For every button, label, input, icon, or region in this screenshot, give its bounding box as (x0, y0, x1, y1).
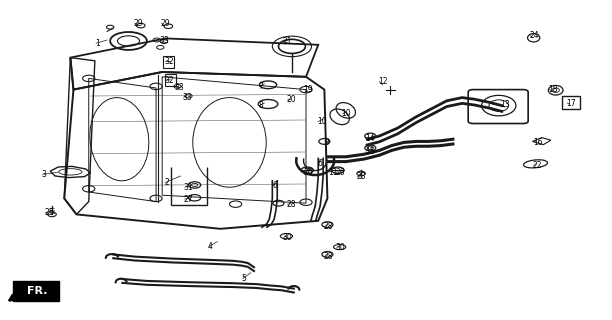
Text: FR.: FR. (27, 286, 48, 296)
Text: 10: 10 (317, 117, 327, 126)
Text: 14: 14 (365, 134, 375, 143)
Text: 4: 4 (208, 242, 213, 251)
Text: 6: 6 (317, 159, 322, 168)
Bar (163, 56, 174, 68)
Text: 26: 26 (335, 168, 345, 177)
Text: 12: 12 (378, 77, 388, 86)
Text: 10: 10 (341, 109, 351, 118)
Text: 25: 25 (44, 208, 54, 217)
Text: 33: 33 (159, 36, 169, 44)
Text: 23: 23 (356, 172, 366, 181)
Bar (562, 96, 580, 109)
Text: 17: 17 (566, 99, 576, 108)
Text: 32: 32 (164, 76, 174, 85)
Text: 8: 8 (258, 101, 263, 110)
Text: 32: 32 (164, 57, 174, 66)
Bar (165, 74, 176, 86)
Text: 5: 5 (242, 274, 247, 283)
Text: 3: 3 (42, 170, 47, 179)
Text: 7: 7 (258, 82, 263, 91)
Text: 11: 11 (329, 168, 338, 177)
Text: 33: 33 (174, 83, 184, 92)
Text: 28: 28 (323, 252, 333, 261)
Text: 6: 6 (272, 181, 277, 190)
Text: 30: 30 (335, 244, 345, 252)
Text: 26: 26 (304, 168, 313, 177)
Text: 27: 27 (184, 195, 193, 204)
Text: 29: 29 (133, 19, 143, 28)
Text: 29: 29 (160, 19, 170, 28)
FancyBboxPatch shape (13, 281, 59, 301)
Text: 16: 16 (534, 138, 543, 147)
Text: 28: 28 (323, 222, 333, 231)
Text: 20: 20 (286, 95, 296, 104)
Text: 28: 28 (286, 200, 296, 209)
Text: 21: 21 (283, 37, 293, 46)
Text: 2: 2 (164, 178, 169, 187)
Text: 22: 22 (532, 161, 542, 170)
Text: 13: 13 (501, 100, 510, 109)
Text: 9: 9 (324, 138, 329, 147)
Text: 30: 30 (283, 233, 293, 242)
Text: 33: 33 (182, 93, 192, 102)
Text: 1: 1 (95, 39, 100, 48)
Text: 31: 31 (184, 183, 193, 192)
Text: 19: 19 (303, 85, 313, 94)
Text: 18: 18 (548, 85, 558, 94)
Text: 24: 24 (529, 31, 539, 40)
Text: 15: 15 (365, 147, 375, 156)
